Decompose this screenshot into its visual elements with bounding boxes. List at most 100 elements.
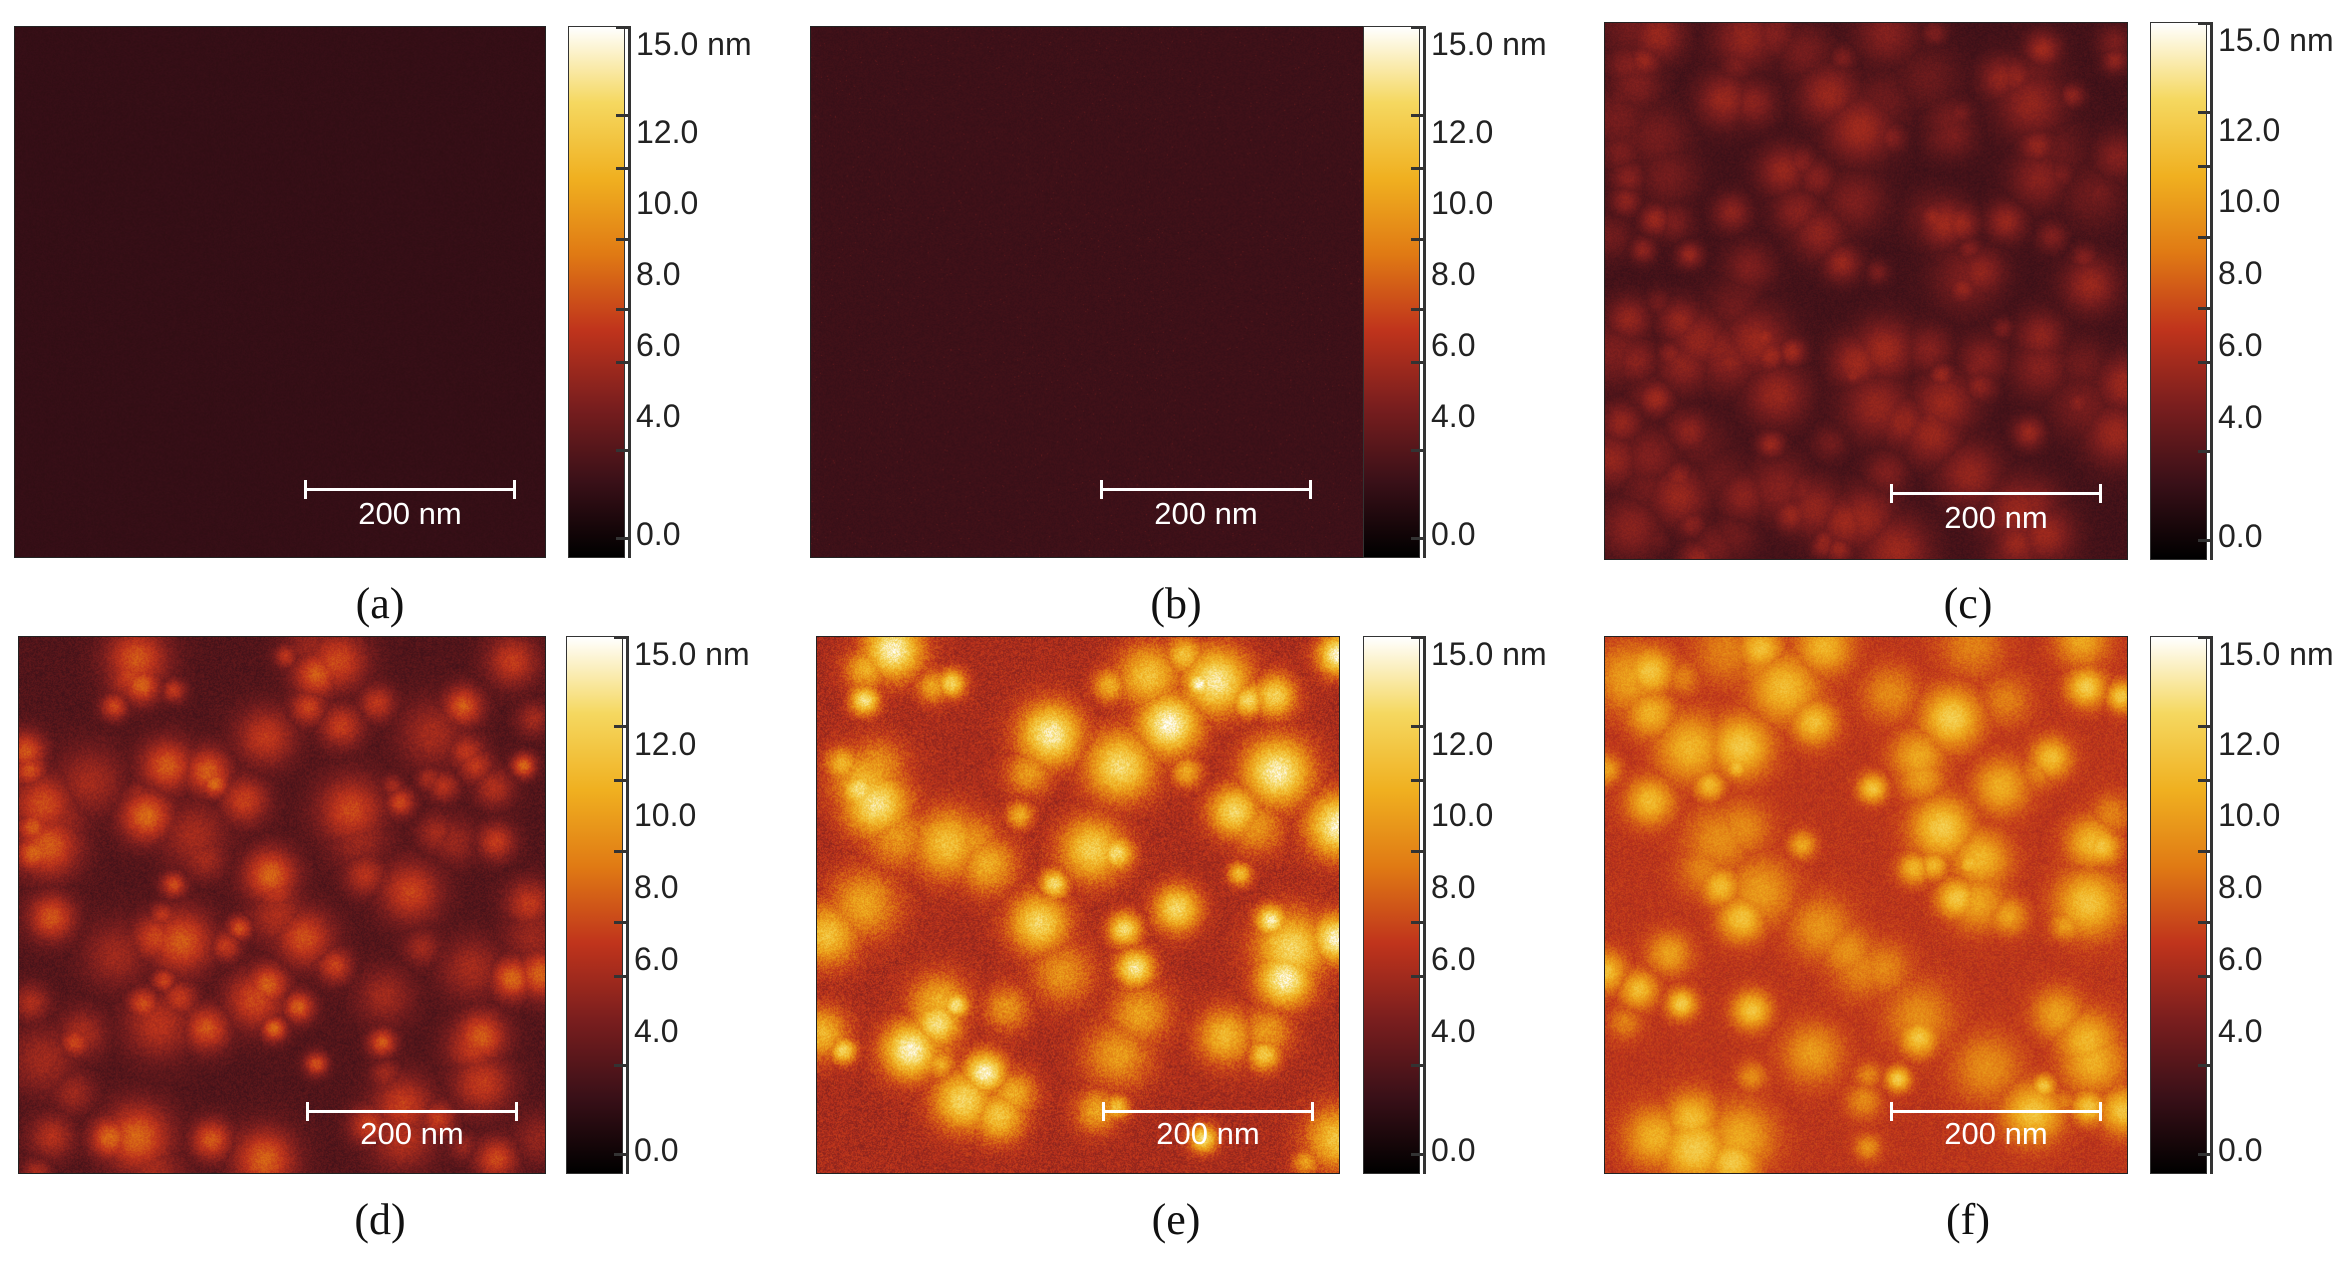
colorbar-tick-label: 8.0 — [2218, 869, 2263, 906]
colorbar-tick-label: 8.0 — [636, 256, 681, 293]
scale-bar-line — [304, 488, 516, 491]
scale-bar-end-left — [1890, 484, 1893, 503]
colorbar-tick — [614, 1064, 628, 1067]
colorbar-tick-label: 10.0 — [1431, 797, 1494, 834]
colorbar-tick — [2198, 921, 2212, 925]
colorbar-tick-label: 15.0 nm — [636, 26, 752, 62]
panel-caption: (c) — [1943, 579, 1993, 628]
scale-bar-end-left — [1102, 1102, 1105, 1121]
colorbar-tick-label: 12.0 — [634, 725, 697, 762]
afm-height-map — [14, 26, 546, 558]
colorbar-tick-label: 10.0 — [634, 797, 697, 834]
colorbar-tick-label: 6.0 — [2218, 940, 2263, 977]
colorbar-tick — [1411, 237, 1425, 241]
colorbar-tick — [616, 449, 630, 453]
colorbar-tick-label: 0.0 — [1431, 516, 1476, 552]
panel-caption: (f) — [1946, 1195, 1990, 1244]
colorbar-tick — [2198, 450, 2212, 453]
colorbar-tick-label: 12.0 — [2218, 111, 2281, 148]
scale-bar-label: 200 nm — [1154, 496, 1258, 531]
colorbar-tick-label: 8.0 — [1431, 256, 1476, 293]
colorbar-tick — [2198, 725, 2212, 729]
scale-bar — [1890, 482, 2102, 504]
colorbar-tick — [1411, 26, 1425, 29]
scale-bar-line — [1100, 488, 1312, 491]
colorbar-tick-label: 15.0 nm — [2218, 636, 2334, 672]
colorbar-tick — [616, 361, 630, 365]
afm-height-map — [18, 636, 546, 1174]
colorbar-tick — [616, 308, 630, 312]
scale-bar-label: 200 nm — [358, 496, 462, 531]
colorbar-tick — [2198, 974, 2212, 978]
scale-bar — [1890, 1100, 2102, 1122]
colorbar-tick-label: 12.0 — [2218, 725, 2281, 762]
colorbar-axis — [2210, 22, 2213, 560]
scale-bar-end-right — [513, 480, 516, 499]
colorbar-tick — [614, 921, 628, 925]
colorbar-tick — [1411, 114, 1425, 118]
afm-height-map — [1604, 22, 2128, 560]
colorbar-tick — [2198, 22, 2212, 25]
colorbar-gradient — [566, 636, 623, 1174]
colorbar-axis — [628, 26, 631, 558]
scale-bar-end-right — [2099, 1102, 2102, 1121]
panel-caption: (b) — [1150, 579, 1202, 628]
colorbar-tick-label: 8.0 — [634, 869, 679, 906]
scale-bar-line — [1890, 492, 2102, 495]
scale-bar-end-left — [304, 480, 307, 499]
scale-bar-end-right — [2099, 484, 2102, 503]
afm-height-map — [1604, 636, 2128, 1174]
panel-caption: (e) — [1151, 1195, 1201, 1244]
colorbar-tick — [2198, 164, 2212, 168]
colorbar-axis — [1423, 26, 1426, 558]
colorbar-tick — [2198, 1064, 2212, 1067]
panel-caption: (d) — [354, 1195, 406, 1244]
scale-bar-label: 200 nm — [1944, 500, 2048, 535]
colorbar-tick — [1411, 778, 1425, 782]
scale-bar-label: 200 nm — [1156, 1116, 1260, 1151]
afm-height-map — [810, 26, 1364, 558]
colorbar-tick — [2198, 236, 2212, 239]
scale-bar-end-right — [515, 1102, 518, 1121]
colorbar-tick — [614, 725, 628, 729]
colorbar-gradient — [1363, 636, 1420, 1174]
colorbar-tick-label: 8.0 — [2218, 255, 2263, 292]
colorbar-tick-label: 15.0 nm — [1431, 636, 1547, 672]
colorbar-tick-label: 6.0 — [1431, 327, 1476, 364]
colorbar-tick-label: 0.0 — [634, 1132, 679, 1168]
colorbar-tick-label: 4.0 — [2218, 1012, 2263, 1049]
colorbar-tick — [2198, 307, 2212, 311]
colorbar-tick-label: 4.0 — [634, 1012, 679, 1049]
colorbar-tick — [2198, 360, 2212, 364]
colorbar-tick-label: 4.0 — [1431, 1012, 1476, 1049]
colorbar-tick — [2198, 1153, 2212, 1157]
colorbar-tick-label: 10.0 — [2218, 183, 2281, 220]
colorbar-tick — [616, 237, 630, 241]
colorbar-tick-label: 4.0 — [636, 398, 681, 435]
colorbar-tick — [1411, 1064, 1425, 1067]
scale-bar-end-left — [306, 1102, 309, 1121]
colorbar-tick-label: 12.0 — [1431, 114, 1494, 151]
colorbar-tick — [616, 26, 630, 29]
colorbar-tick-label: 4.0 — [2218, 398, 2263, 435]
colorbar-tick — [614, 636, 628, 639]
colorbar-tick — [1411, 1153, 1425, 1157]
colorbar-tick-label: 12.0 — [636, 114, 699, 151]
colorbar-gradient — [2150, 22, 2207, 560]
scale-bar — [304, 478, 516, 500]
colorbar-tick-label: 0.0 — [1431, 1132, 1476, 1168]
colorbar-tick-label: 15.0 nm — [634, 636, 750, 672]
colorbar-tick-label: 6.0 — [2218, 326, 2263, 363]
colorbar-tick — [1411, 850, 1425, 853]
colorbar-tick-label: 10.0 — [2218, 797, 2281, 834]
colorbar-axis — [2210, 636, 2213, 1174]
colorbar-tick — [616, 167, 630, 171]
colorbar-gradient — [1363, 26, 1420, 558]
colorbar-tick-label: 6.0 — [1431, 940, 1476, 977]
panel-caption: (a) — [355, 579, 405, 628]
colorbar-tick-label: 15.0 nm — [1431, 26, 1547, 62]
colorbar-tick-label: 8.0 — [1431, 869, 1476, 906]
scale-bar-end-left — [1100, 480, 1103, 499]
colorbar-tick — [1411, 921, 1425, 925]
scale-bar-line — [1890, 1110, 2102, 1113]
